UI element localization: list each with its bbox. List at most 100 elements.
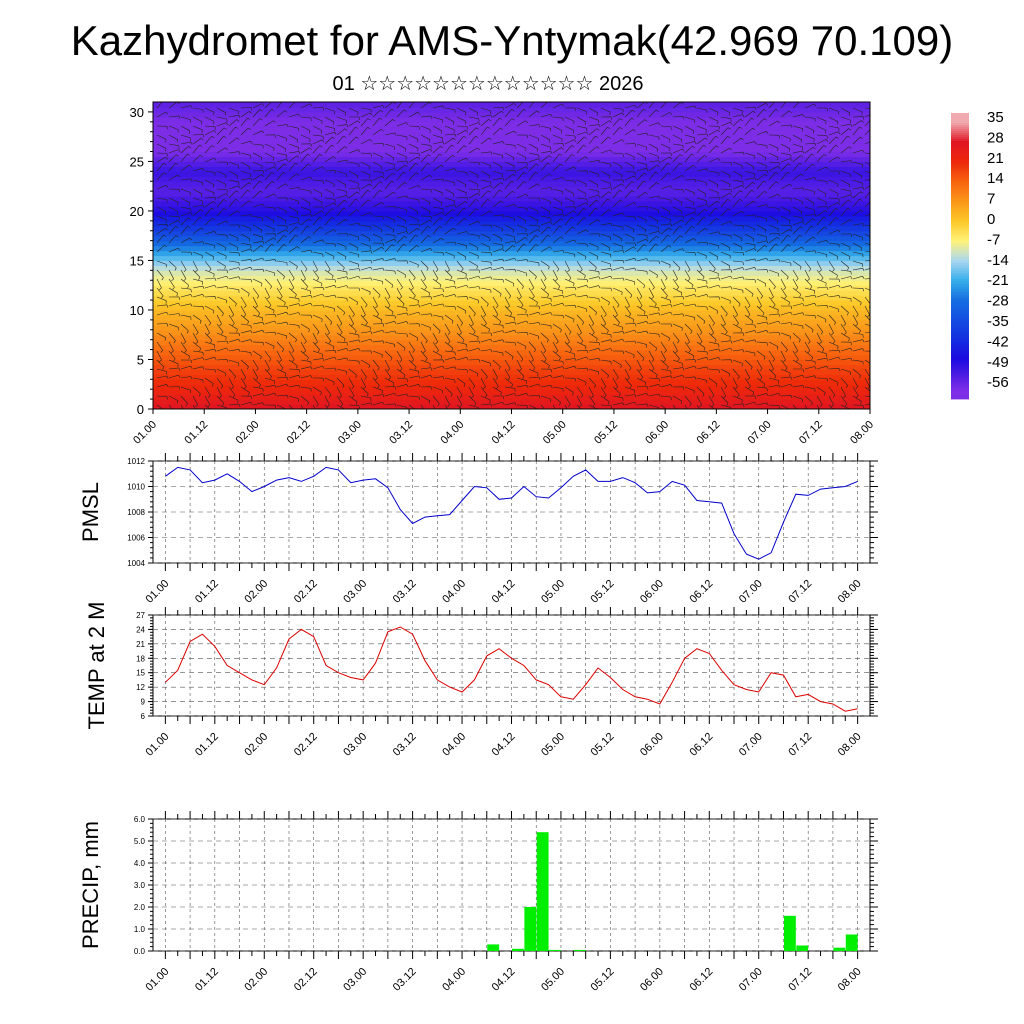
colorbar-swatch [951, 195, 969, 198]
heatmap-band [153, 314, 870, 321]
colorbar-swatch [951, 173, 969, 176]
y-tick-label: 21 [136, 640, 145, 649]
y-tick-label: 20 [130, 204, 144, 219]
colorbar-swatch [951, 215, 969, 218]
x-tick-label: 07.00 [746, 419, 774, 447]
heatmap-band [153, 126, 870, 133]
colorbar-swatch [951, 273, 969, 276]
colorbar-swatch [951, 323, 969, 326]
y-tick-label: 1008 [127, 508, 145, 517]
colorbar-swatch [951, 381, 969, 384]
heatmap-band [153, 334, 870, 341]
colorbar-swatch [951, 143, 969, 146]
colorbar-swatch [951, 343, 969, 346]
x-tick-label: 08.00 [836, 731, 864, 759]
colorbar-swatch [951, 253, 969, 256]
colorbar-swatch [951, 125, 969, 128]
colorbar-swatch [951, 257, 969, 260]
x-tick-label: 04.12 [490, 419, 518, 447]
colorbar-swatch [951, 157, 969, 160]
colorbar-swatch [951, 297, 969, 300]
y-tick-label: 27 [136, 611, 145, 620]
colorbar-swatch [951, 209, 969, 212]
heatmap-band [153, 349, 870, 356]
colorbar-swatch [951, 169, 969, 172]
colorbar-swatch [951, 201, 969, 204]
colorbar-swatch [951, 239, 969, 242]
heatmap-band [153, 364, 870, 370]
colorbar-swatch [951, 287, 969, 290]
colorbar-swatch [951, 255, 969, 258]
colorbar-swatch [951, 179, 969, 182]
heatmap-band [153, 205, 870, 212]
colorbar-swatch [951, 211, 969, 214]
colorbar-swatch [951, 221, 969, 224]
heatmap-band [153, 265, 870, 271]
colorbar-swatch [951, 251, 969, 254]
colorbar-swatch [951, 277, 969, 280]
colorbar-swatch [951, 175, 969, 178]
colorbar-swatch [951, 391, 969, 394]
colorbar-swatch [951, 283, 969, 286]
heatmap-band [153, 230, 870, 237]
x-tick-label: 02.00 [234, 419, 262, 447]
colorbar-swatch [951, 153, 969, 156]
x-tick-label: 04.12 [490, 578, 518, 606]
colorbar-swatch [951, 187, 969, 190]
colorbar-swatch [951, 373, 969, 376]
colorbar-swatch [951, 231, 969, 234]
x-tick-label: 07.00 [737, 731, 765, 759]
x-tick-label: 04.12 [490, 966, 518, 994]
x-tick-label: 05.12 [592, 419, 620, 447]
heatmap-band [153, 275, 870, 281]
y-tick-label: 9 [141, 698, 146, 707]
colorbar-swatch [951, 233, 969, 236]
x-tick-label: 07.12 [786, 731, 814, 759]
colorbar-swatch [951, 385, 969, 388]
heatmap-band [153, 116, 870, 123]
x-tick-label: 08.00 [836, 578, 864, 606]
colorbar-label: -56 [987, 374, 1009, 391]
precip-bar [796, 945, 809, 951]
precip-bar [845, 934, 858, 951]
y-axis-title: PRECIP, mm [78, 821, 103, 949]
colorbar-swatch [951, 313, 969, 316]
heatmap-band [153, 215, 870, 222]
colorbar-swatch [951, 113, 969, 116]
x-tick-label: 05.00 [539, 966, 567, 994]
colorbar-swatch [951, 135, 969, 138]
colorbar-label: -28 [987, 293, 1009, 310]
colorbar-label: -42 [987, 333, 1009, 350]
colorbar-swatch [951, 217, 969, 220]
colorbar-swatch [951, 249, 969, 252]
colorbar-swatch [951, 163, 969, 166]
colorbar-swatch [951, 355, 969, 358]
x-tick-label: 02.12 [285, 419, 313, 447]
heatmap-band [153, 220, 870, 227]
x-tick-label: 06.00 [638, 731, 666, 759]
colorbar-swatch [951, 205, 969, 208]
colorbar-swatch [951, 363, 969, 366]
heatmap-band [153, 136, 870, 143]
x-tick-label: 04.12 [490, 731, 518, 759]
colorbar-swatch [951, 301, 969, 304]
series-line [165, 466, 858, 560]
series-line [165, 626, 858, 712]
colorbar-swatch [951, 397, 969, 400]
colorbar-swatch [951, 151, 969, 154]
heatmap-band [153, 290, 870, 296]
colorbar-swatch [951, 267, 969, 270]
colorbar-swatch [951, 341, 969, 344]
colorbar-swatch [951, 237, 969, 240]
colorbar-swatch [951, 307, 969, 310]
colorbar-label: -7 [987, 231, 1000, 248]
colorbar-swatch [951, 131, 969, 134]
colorbar-swatch [951, 225, 969, 228]
colorbar: 35 28 21 14 7 0 -7 -14 -21 -28 -35 -42 -49 -56 [951, 109, 1009, 400]
heatmap-band [153, 151, 870, 158]
colorbar-swatch [951, 181, 969, 184]
colorbar-swatch [951, 207, 969, 210]
x-tick-label: 08.00 [848, 419, 876, 447]
precip-bar [487, 944, 500, 951]
x-tick-label: 06.12 [687, 966, 715, 994]
